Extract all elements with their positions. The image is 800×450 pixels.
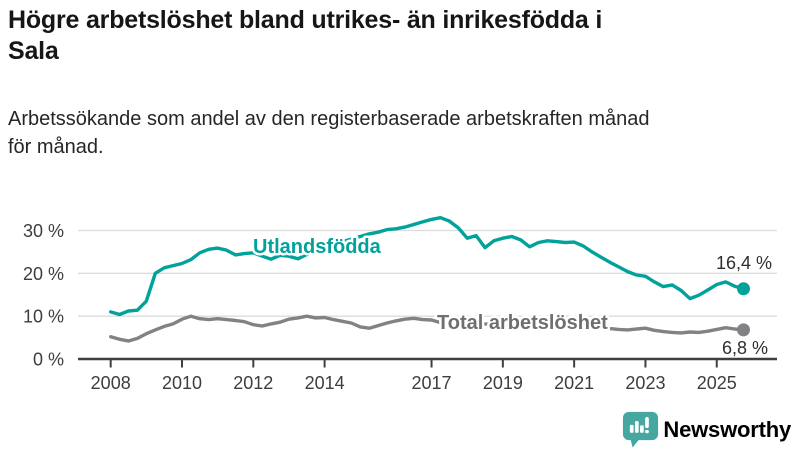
series-label-total-arbetsloshet: Total arbetslöshet <box>437 312 608 334</box>
series-end-dot-total-arbetsloshet <box>737 323 750 337</box>
x-tick-label: 2008 <box>91 373 131 393</box>
series-line-utlandsfodda <box>108 215 746 317</box>
newsworthy-logo-icon <box>623 411 659 448</box>
end-value-label-utlandsfodda: 16,4 % <box>716 253 772 273</box>
subtitle-line-1: Arbetssökande som andel av den registerb… <box>8 108 650 130</box>
y-tick-label: 0 % <box>33 350 64 370</box>
y-tick-label: 10 % <box>23 307 64 327</box>
chart-subtitle: Arbetssökande som andel av den registerb… <box>8 105 794 161</box>
series-end-dot-utlandsfodda <box>737 282 750 296</box>
annotation-layer: Utlandsfödda Total arbetslöshet 16,4 % 6… <box>251 234 773 359</box>
x-tick-label: 2012 <box>233 373 273 393</box>
x-tick-label: 2021 <box>554 373 594 393</box>
x-tick-label: 2010 <box>162 373 202 393</box>
end-value-label-total: 6,8 % <box>722 338 768 358</box>
y-tick-label: 30 % <box>23 221 64 241</box>
x-tick-label: 2017 <box>412 373 452 393</box>
plot-layer: 0 % 10 % 20 % 30 % 2008 2010 2012 2014 2017 2019 2… <box>23 215 777 393</box>
title-line-2: Sala <box>8 37 59 65</box>
newsworthy-logo[interactable]: Newsworthy <box>622 411 791 448</box>
series-label-utlandsfodda: Utlandsfödda <box>253 236 382 258</box>
title-line-1: Högre arbetslöshet bland utrikes- än inr… <box>8 6 603 34</box>
newsworthy-logo-text: Newsworthy <box>663 416 791 442</box>
y-tick-label: 20 % <box>23 264 64 284</box>
x-tick-label: 2023 <box>625 373 665 393</box>
x-tick-label: 2014 <box>305 373 345 393</box>
x-tick-label: 2025 <box>697 373 737 393</box>
series-line-total-arbetsloshet <box>108 314 746 343</box>
page-title: Högre arbetslöshet bland utrikes- än inr… <box>8 5 794 67</box>
subtitle-line-2: för månad. <box>8 136 104 158</box>
x-tick-label: 2019 <box>483 373 523 393</box>
